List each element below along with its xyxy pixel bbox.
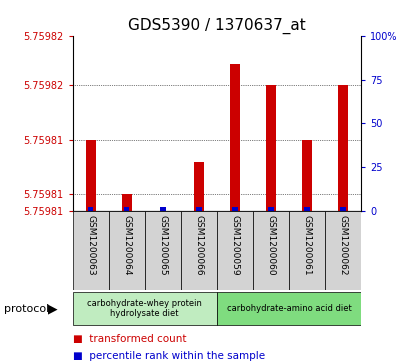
Text: protocol: protocol	[4, 303, 49, 314]
Bar	[268, 207, 274, 363]
Text: GSM1200065: GSM1200065	[158, 215, 167, 275]
Bar	[266, 85, 276, 363]
Text: GSM1200059: GSM1200059	[230, 215, 239, 275]
Text: ■  transformed count: ■ transformed count	[73, 334, 186, 344]
Bar	[88, 207, 93, 363]
Text: GSM1200064: GSM1200064	[122, 215, 131, 275]
Bar	[109, 211, 145, 290]
Bar	[253, 211, 289, 290]
Bar	[217, 211, 253, 290]
Text: ■  percentile rank within the sample: ■ percentile rank within the sample	[73, 351, 265, 361]
Bar	[194, 162, 204, 363]
Bar	[196, 207, 202, 363]
Text: carbohydrate-whey protein
hydrolysate diet: carbohydrate-whey protein hydrolysate di…	[87, 299, 202, 318]
Bar	[217, 292, 361, 325]
Text: GSM1200066: GSM1200066	[194, 215, 203, 275]
Bar	[302, 140, 312, 363]
Bar	[160, 207, 166, 363]
Bar	[289, 211, 325, 290]
Text: carbohydrate-amino acid diet: carbohydrate-amino acid diet	[227, 304, 352, 313]
Text: GSM1200063: GSM1200063	[86, 215, 95, 275]
Text: GSM1200062: GSM1200062	[339, 215, 347, 275]
Text: GSM1200060: GSM1200060	[266, 215, 276, 275]
Bar	[340, 207, 346, 363]
Bar	[232, 207, 238, 363]
Bar	[124, 207, 129, 363]
Bar	[73, 292, 217, 325]
Bar	[122, 194, 132, 363]
Bar	[230, 64, 240, 363]
Text: GSM1200061: GSM1200061	[303, 215, 312, 275]
Bar	[325, 211, 361, 290]
Bar	[304, 207, 310, 363]
Bar	[73, 211, 109, 290]
Text: ▶: ▶	[48, 302, 57, 315]
Bar	[85, 140, 96, 363]
Bar	[181, 211, 217, 290]
Bar	[158, 292, 168, 363]
Title: GDS5390 / 1370637_at: GDS5390 / 1370637_at	[128, 17, 306, 33]
Bar	[145, 211, 181, 290]
Bar	[338, 85, 348, 363]
